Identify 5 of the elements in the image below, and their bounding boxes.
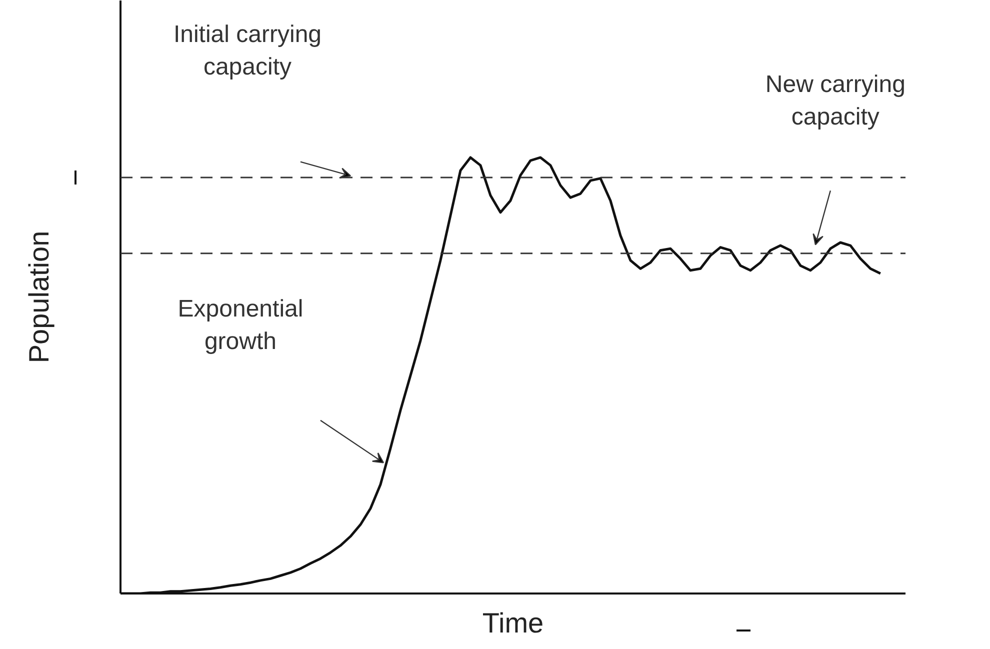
annotation: Exponential growth	[178, 296, 304, 356]
y-axis-title: Population	[24, 230, 54, 364]
x-axis-title: Time	[482, 608, 544, 638]
text: New carrying capacity	[765, 71, 906, 130]
text: Initial carrying capacity	[173, 20, 322, 80]
